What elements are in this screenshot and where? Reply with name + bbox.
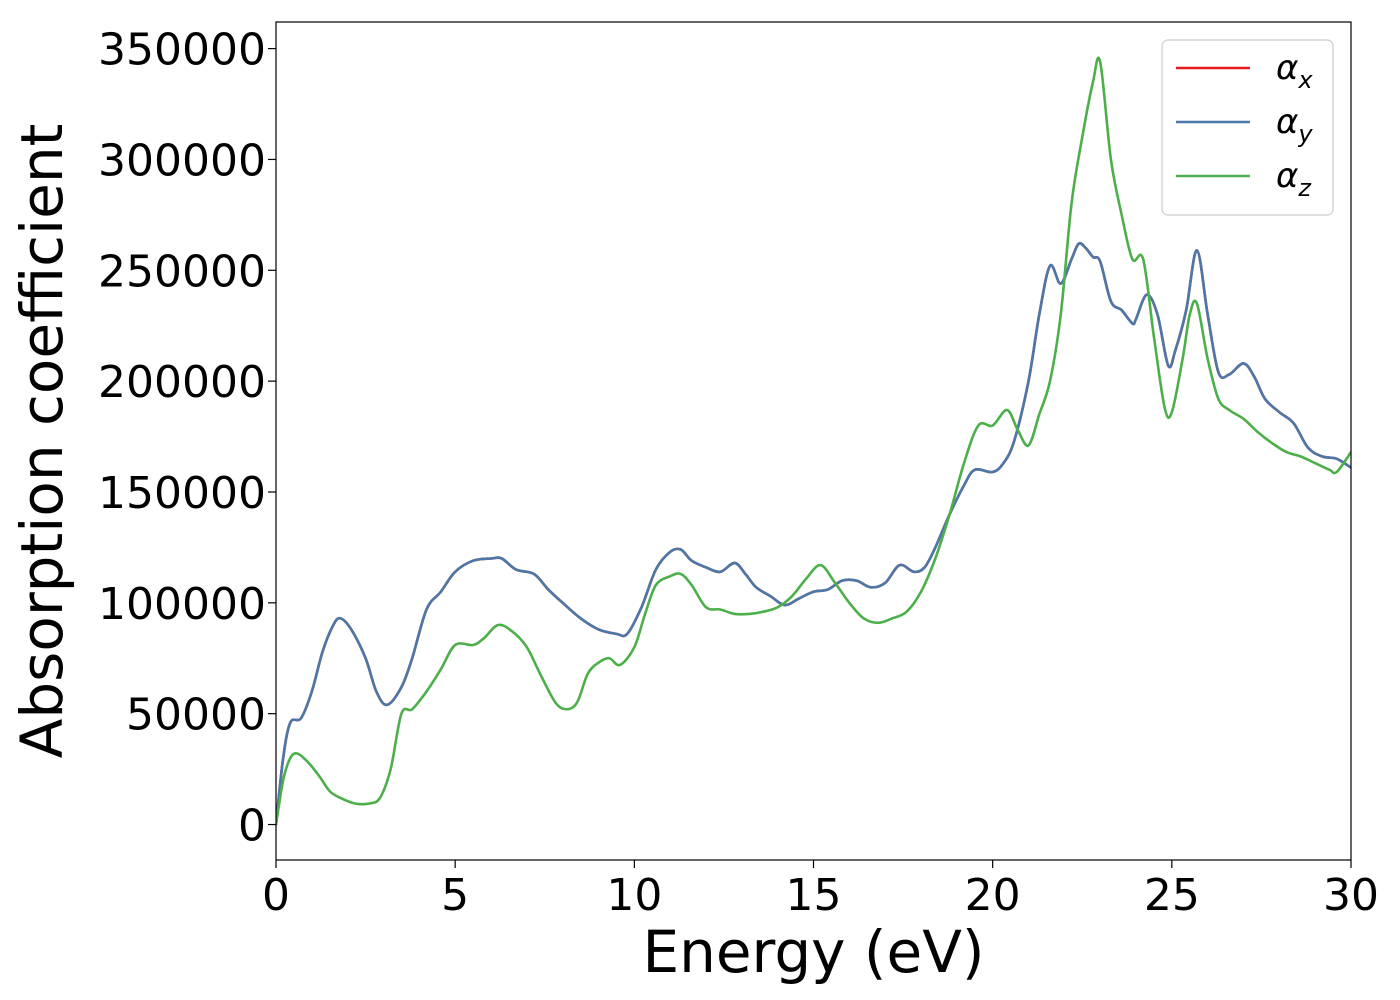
y-tick-label: 200000 [98,357,266,408]
y-axis-title: Absorption coefficient [8,124,76,759]
y-tick-label: 350000 [98,25,266,76]
x-tick-label: 5 [441,870,469,921]
series-layer [276,56,1351,826]
y-tick-label: 50000 [126,690,266,741]
series-line-alpha-z [276,56,1351,826]
legend-box [1161,39,1334,216]
x-tick-label: 20 [965,870,1021,921]
y-tick-label: 250000 [98,246,266,297]
x-tick-label: 0 [262,870,290,921]
x-axis-title: Energy (eV) [642,918,984,986]
y-tick-label: 150000 [98,468,266,519]
x-tick-label: 15 [786,870,842,921]
x-axis: 0 5 10 15 20 25 30 [262,860,1379,921]
x-tick-label: 10 [606,870,662,921]
y-tick-label: 100000 [98,579,266,630]
x-tick-label: 30 [1323,870,1379,921]
x-tick-label: 25 [1144,870,1200,921]
series-line-alpha-y [276,241,1351,826]
y-tick-label: 300000 [98,135,266,186]
series-line-alpha-x [276,241,1351,826]
y-tick-label: 0 [238,801,266,852]
y-axis: 0 50000 100000 150000 200000 250000 300000 3500… [98,25,276,852]
